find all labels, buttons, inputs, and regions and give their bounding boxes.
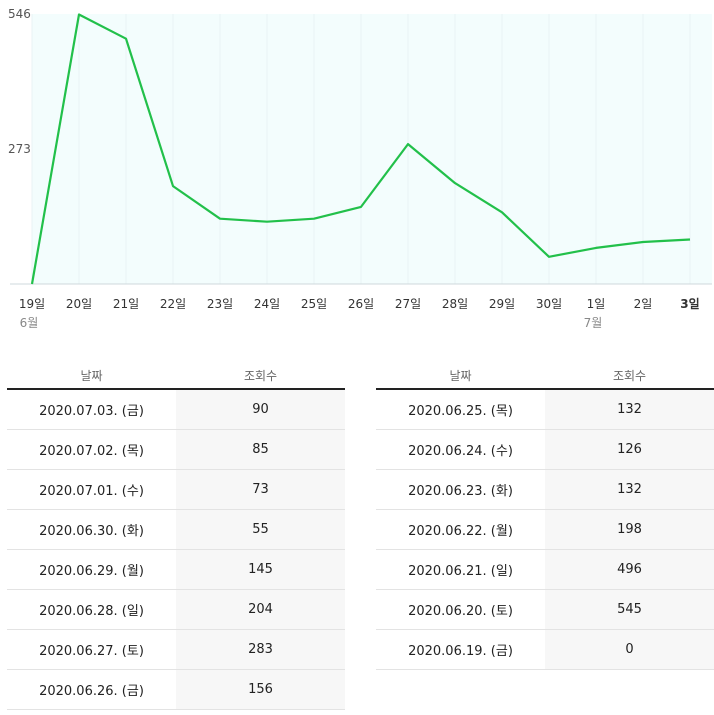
views-cell: 126 — [545, 429, 714, 470]
date-cell: 2020.06.28. (일) — [7, 589, 176, 630]
y-axis-labels: 273 546 — [8, 7, 31, 156]
data-point[interactable] — [263, 218, 271, 226]
table-row: 2020.06.23. (화) 132 — [376, 469, 714, 510]
x-tick-label: 2일 — [634, 297, 653, 311]
table-row: 2020.06.26. (금) 156 — [7, 669, 345, 710]
x-tick-label: 3일 — [680, 297, 699, 311]
data-point[interactable] — [404, 140, 412, 148]
x-tick-label: 21일 — [113, 297, 139, 311]
x-tick-label: 27일 — [395, 297, 421, 311]
data-point[interactable] — [545, 253, 553, 261]
table-row: 2020.06.28. (일) 204 — [7, 589, 345, 630]
date-cell: 2020.07.01. (수) — [7, 469, 176, 510]
y-tick-label: 273 — [8, 142, 31, 156]
date-cell: 2020.06.19. (금) — [376, 629, 545, 670]
views-header: 조회수 — [176, 362, 345, 390]
table-row: 2020.06.24. (수) 126 — [376, 429, 714, 470]
table-row: 2020.06.29. (월) 145 — [7, 549, 345, 590]
views-cell: 545 — [545, 589, 714, 630]
date-header: 날짜 — [7, 362, 176, 390]
date-cell: 2020.06.25. (목) — [376, 389, 545, 430]
y-tick-label: 546 — [8, 7, 31, 21]
table-row: 2020.06.25. (목) 132 — [376, 389, 714, 430]
date-cell: 2020.07.03. (금) — [7, 389, 176, 430]
views-cell: 0 — [545, 629, 714, 670]
x-tick-label: 30일 — [536, 297, 562, 311]
date-cell: 2020.06.26. (금) — [7, 669, 176, 710]
table-row: 2020.07.01. (수) 73 — [7, 469, 345, 510]
x-tick-label: 25일 — [301, 297, 327, 311]
date-cell: 2020.06.27. (토) — [7, 629, 176, 670]
date-cell: 2020.06.20. (토) — [376, 589, 545, 630]
data-point[interactable] — [169, 182, 177, 190]
x-axis-labels: 19일 20일 21일 22일 23일 24일 25일 26일 27일 28일 29일 30일 1일 2일… — [19, 297, 700, 311]
views-table-left: 날짜 조회수 2020.07.03. (금) 90 2020.07.02. (목) 8… — [7, 362, 345, 710]
views-cell: 132 — [545, 469, 714, 510]
x-tick-label: 26일 — [348, 297, 374, 311]
data-point[interactable] — [498, 208, 506, 216]
date-cell: 2020.06.24. (수) — [376, 429, 545, 470]
month-labels: 6월 7월 — [20, 316, 603, 330]
views-series-line — [30, 13, 691, 285]
views-cell: 145 — [176, 549, 345, 590]
data-point[interactable] — [310, 215, 318, 223]
views-cell: 198 — [545, 509, 714, 550]
data-point[interactable] — [122, 35, 130, 43]
date-cell: 2020.06.21. (일) — [376, 549, 545, 590]
table-row: 2020.06.30. (화) 55 — [7, 509, 345, 550]
data-point[interactable] — [75, 10, 83, 18]
x-tick-label: 20일 — [66, 297, 92, 311]
views-table-right: 날짜 조회수 2020.06.25. (목) 132 2020.06.24. (수)… — [376, 362, 714, 670]
x-tick-label: 29일 — [489, 297, 515, 311]
x-tick-label: 19일 — [19, 297, 45, 311]
views-cell: 204 — [176, 589, 345, 630]
table-row: 2020.06.21. (일) 496 — [376, 549, 714, 590]
views-line-chart: 273 546 19일 20일 21일 22일 23일 24일 25일 26일 27일 28일 29일… — [8, 7, 712, 330]
table-row: 2020.06.27. (토) 283 — [7, 629, 345, 670]
views-cell: 73 — [176, 469, 345, 510]
table-row: 2020.06.19. (금) 0 — [376, 629, 714, 670]
date-cell: 2020.07.02. (목) — [7, 429, 176, 470]
date-cell: 2020.06.30. (화) — [7, 509, 176, 550]
x-tick-label: 23일 — [207, 297, 233, 311]
month-label: 6월 — [20, 316, 39, 330]
views-cell: 132 — [545, 389, 714, 430]
vertical-gridlines — [31, 14, 691, 284]
date-header: 날짜 — [376, 362, 545, 390]
x-tick-label: 22일 — [160, 297, 186, 311]
date-cell: 2020.06.23. (화) — [376, 469, 545, 510]
x-tick-label: 1일 — [587, 297, 606, 311]
data-point[interactable] — [216, 215, 224, 223]
x-tick-label: 24일 — [254, 297, 280, 311]
data-point[interactable] — [451, 179, 459, 187]
month-label: 7월 — [584, 316, 603, 330]
views-cell: 496 — [545, 549, 714, 590]
x-tick-label: 28일 — [442, 297, 468, 311]
date-cell: 2020.06.22. (월) — [376, 509, 545, 550]
plot-area — [32, 14, 712, 284]
data-point[interactable] — [639, 238, 647, 246]
views-cell: 90 — [176, 389, 345, 430]
table-row: 2020.06.20. (토) 545 — [376, 589, 714, 630]
views-cell: 156 — [176, 669, 345, 710]
views-cell: 85 — [176, 429, 345, 470]
table-row: 2020.07.02. (목) 85 — [7, 429, 345, 470]
data-point[interactable] — [686, 235, 694, 243]
views-cell: 283 — [176, 629, 345, 670]
date-cell: 2020.06.29. (월) — [7, 549, 176, 590]
data-point[interactable] — [592, 244, 600, 252]
table-row: 2020.06.22. (월) 198 — [376, 509, 714, 550]
data-point[interactable] — [357, 203, 365, 211]
data-point[interactable] — [28, 280, 36, 288]
views-header: 조회수 — [545, 362, 714, 390]
views-cell: 55 — [176, 509, 345, 550]
table-row: 2020.07.03. (금) 90 — [7, 389, 345, 430]
